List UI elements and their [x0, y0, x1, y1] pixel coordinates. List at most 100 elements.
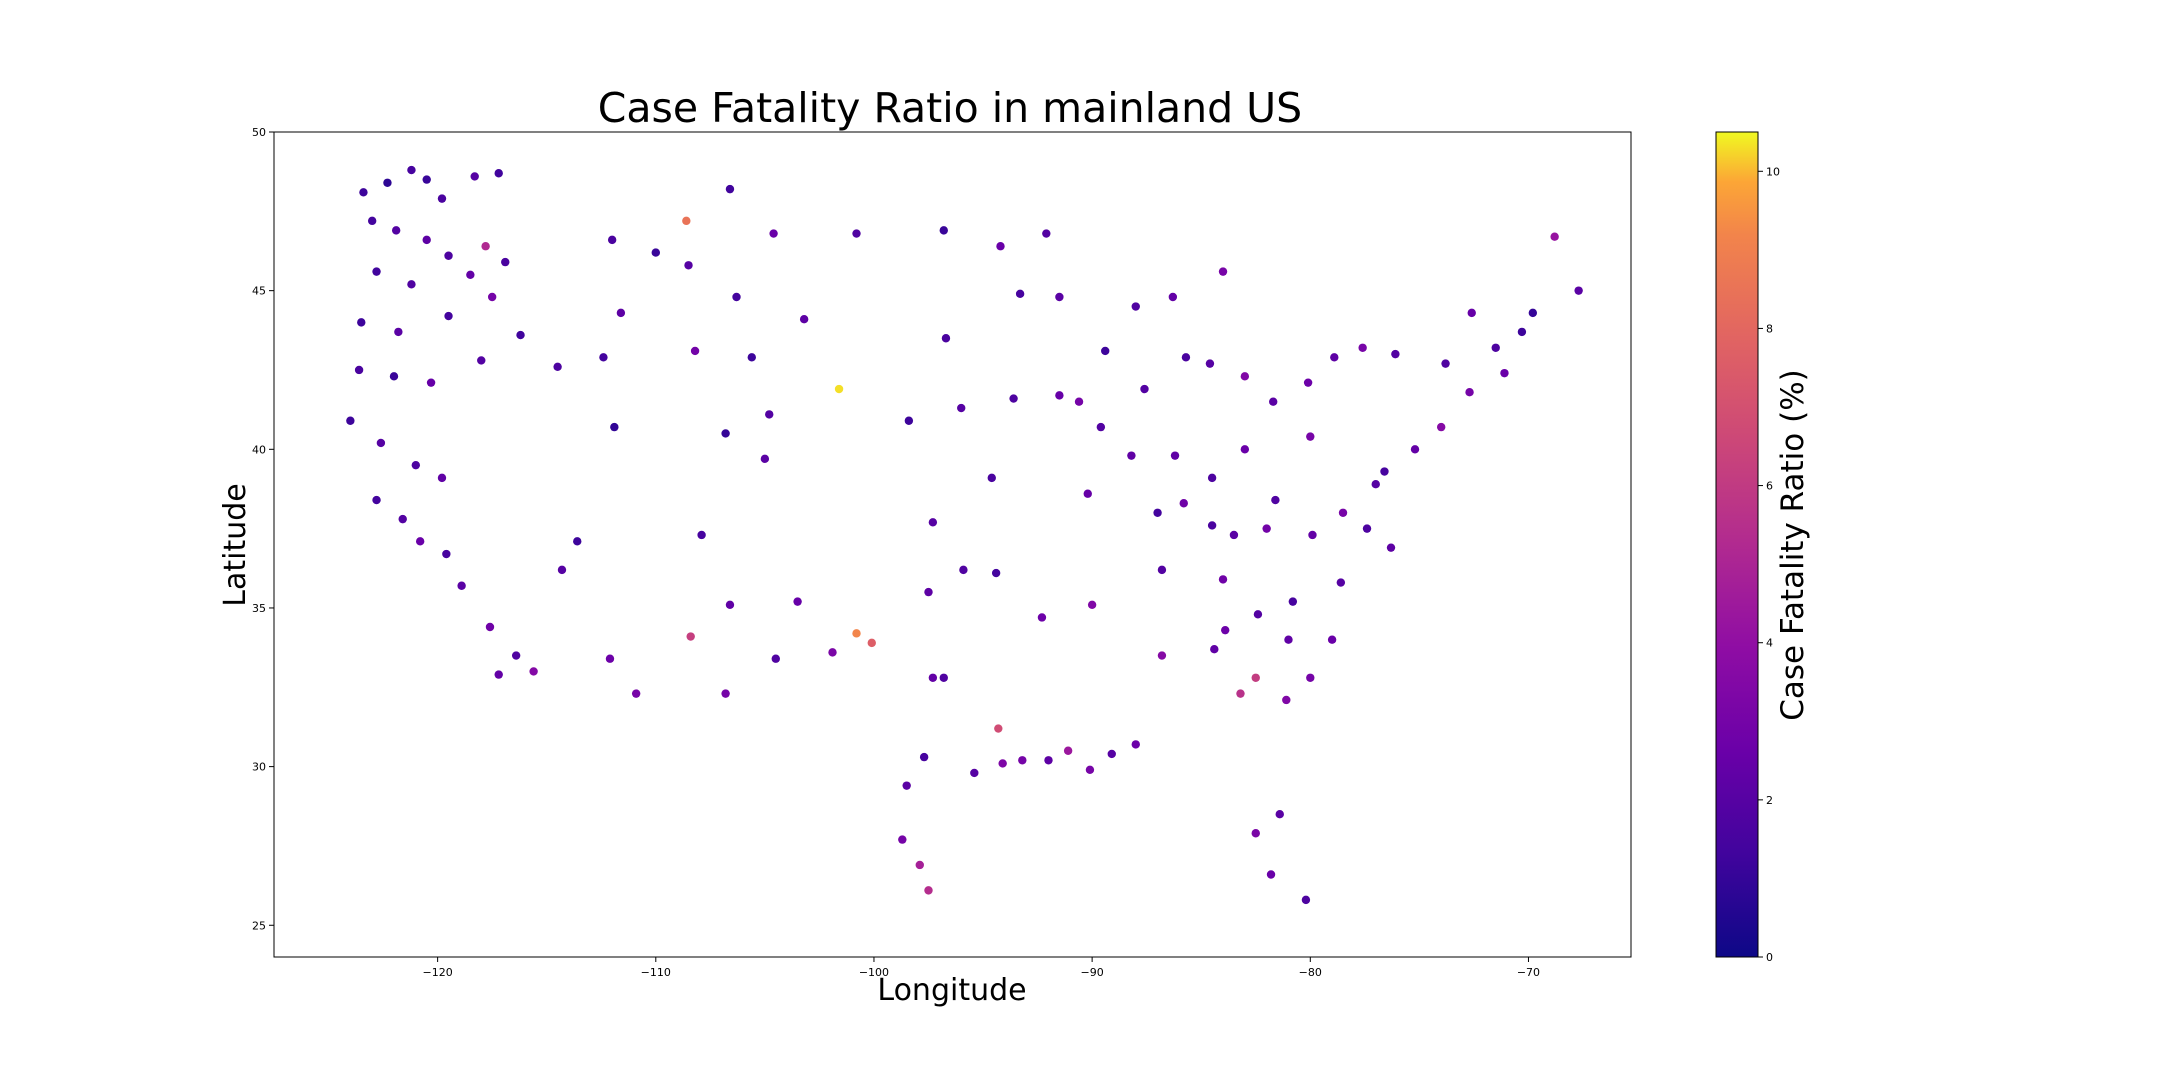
data-point: [1391, 349, 1400, 359]
data-point: [1528, 308, 1538, 318]
data-point: [605, 654, 615, 663]
data-point: [1170, 451, 1180, 460]
data-point: [1101, 346, 1110, 356]
data-point: [725, 600, 735, 609]
data-point: [1083, 489, 1092, 498]
data-point: [616, 308, 626, 318]
data-point: [1441, 359, 1450, 368]
data-point: [684, 261, 693, 270]
data-point: [470, 172, 479, 181]
plot-area: [273, 131, 1632, 958]
data-point: [398, 514, 407, 524]
data-point: [1207, 473, 1217, 483]
data-point: [1303, 378, 1313, 387]
data-point: [511, 651, 521, 660]
data-point: [994, 724, 1003, 733]
data-point: [834, 384, 844, 394]
colorbar-tick-label: 2: [1766, 794, 1773, 807]
data-point: [466, 270, 475, 279]
data-point: [372, 267, 381, 276]
y-axis-label: Latitude: [218, 483, 253, 606]
data-point: [828, 648, 837, 657]
data-point: [1262, 524, 1271, 533]
data-point: [1358, 343, 1367, 352]
data-point: [928, 518, 938, 527]
data-point: [799, 315, 809, 324]
data-point: [867, 638, 876, 648]
data-point: [407, 165, 416, 175]
data-point: [557, 565, 567, 575]
data-point: [1284, 635, 1293, 644]
data-point: [1371, 480, 1380, 489]
data-point: [1251, 829, 1260, 838]
y-tick-label: 30: [252, 761, 266, 774]
data-point: [485, 622, 495, 632]
data-point: [957, 403, 966, 413]
chart-title: Case Fatality Ratio in mainland US: [598, 84, 1302, 132]
data-point: [1044, 756, 1053, 765]
data-point: [1269, 397, 1278, 406]
data-point: [1229, 530, 1239, 540]
data-point: [437, 473, 447, 483]
data-point: [607, 235, 617, 245]
data-point: [1207, 521, 1217, 530]
data-point: [1140, 384, 1149, 394]
data-point: [1275, 810, 1284, 819]
data-point: [760, 454, 770, 464]
data-point: [915, 860, 924, 870]
data-point: [924, 886, 933, 895]
data-point: [487, 292, 497, 302]
data-point: [732, 292, 741, 302]
data-point: [389, 372, 399, 381]
data-point: [1018, 756, 1027, 765]
data-point: [376, 438, 386, 448]
data-point: [391, 226, 401, 235]
data-point: [354, 365, 364, 375]
data-point: [697, 530, 706, 540]
data-point: [394, 327, 403, 337]
data-point: [939, 226, 948, 235]
data-point: [1288, 597, 1298, 606]
data-point: [1253, 610, 1263, 619]
data-point: [747, 353, 756, 362]
data-point: [631, 689, 641, 698]
x-tick-label: −100: [859, 966, 889, 979]
data-point: [494, 670, 503, 679]
data-point: [1055, 292, 1064, 302]
data-point: [457, 581, 466, 590]
data-point: [1380, 467, 1389, 476]
data-point: [1153, 508, 1162, 517]
data-point: [1410, 445, 1420, 454]
data-point: [1179, 499, 1188, 508]
data-point: [852, 229, 861, 238]
data-point: [1240, 445, 1250, 454]
data-point: [426, 378, 436, 387]
y-tick-label: 40: [252, 443, 266, 456]
data-point: [1266, 870, 1276, 879]
data-point: [1251, 673, 1260, 682]
data-point: [1306, 673, 1315, 682]
data-point: [682, 216, 691, 226]
y-tick-label: 50: [252, 126, 266, 139]
data-point: [987, 473, 996, 483]
data-point: [721, 429, 730, 438]
data-point: [1037, 613, 1047, 622]
data-point: [599, 353, 608, 362]
data-point: [1491, 343, 1500, 352]
data-point: [1500, 368, 1509, 378]
data-point: [725, 184, 735, 194]
data-point: [357, 318, 366, 327]
data-point: [359, 188, 368, 197]
data-point: [1063, 746, 1073, 755]
data-point: [686, 632, 695, 641]
data-point: [1301, 895, 1311, 905]
data-point: [1574, 286, 1583, 295]
data-point: [919, 752, 929, 762]
data-point: [346, 416, 355, 425]
data-point: [1386, 543, 1396, 552]
data-point: [1074, 397, 1084, 406]
data-point: [372, 495, 381, 505]
data-point: [610, 422, 619, 432]
data-point: [411, 460, 421, 470]
